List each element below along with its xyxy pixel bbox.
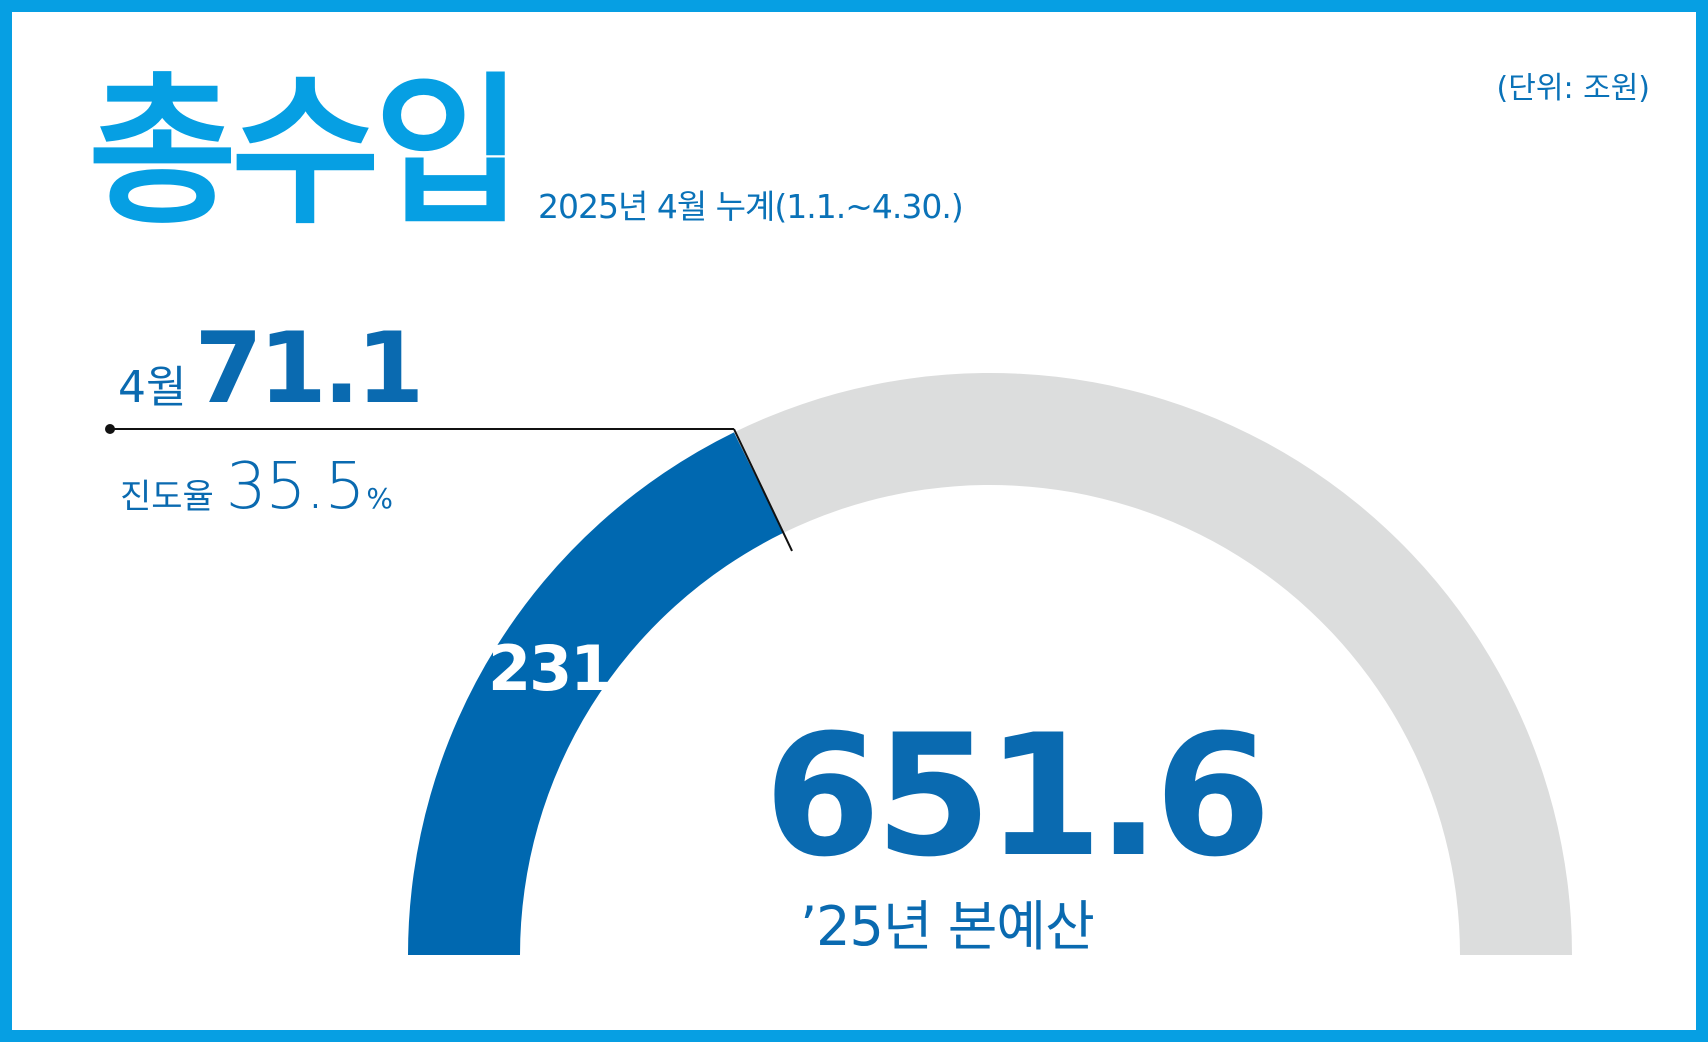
progress-label: 진도율 <box>120 477 214 517</box>
cumulative-value-label: 231.1 <box>488 632 676 705</box>
chart-subtitle: 2025년 4월 누계(1.1.~4.30.) <box>538 187 964 226</box>
gauge-fill-cumulative <box>408 432 784 955</box>
chart-title: 총수입 <box>88 59 523 247</box>
budget-value-label: 651.6 <box>764 698 1271 894</box>
month-revenue: 4월71.1 <box>118 312 424 426</box>
progress-unit: % <box>366 482 393 515</box>
gauge-track-remaining <box>733 373 1572 956</box>
progress-value: 35.5 <box>225 450 365 524</box>
progress-rate: 진도율 35.5% <box>120 450 393 524</box>
leader-dot <box>105 424 115 434</box>
month-label: 4월 <box>118 362 187 413</box>
unit-label: (단위: 조원) <box>1496 71 1650 106</box>
budget-label: ’25년 본예산 <box>800 895 1095 958</box>
leader-line-diagonal <box>733 428 793 552</box>
month-value: 71.1 <box>194 312 424 426</box>
